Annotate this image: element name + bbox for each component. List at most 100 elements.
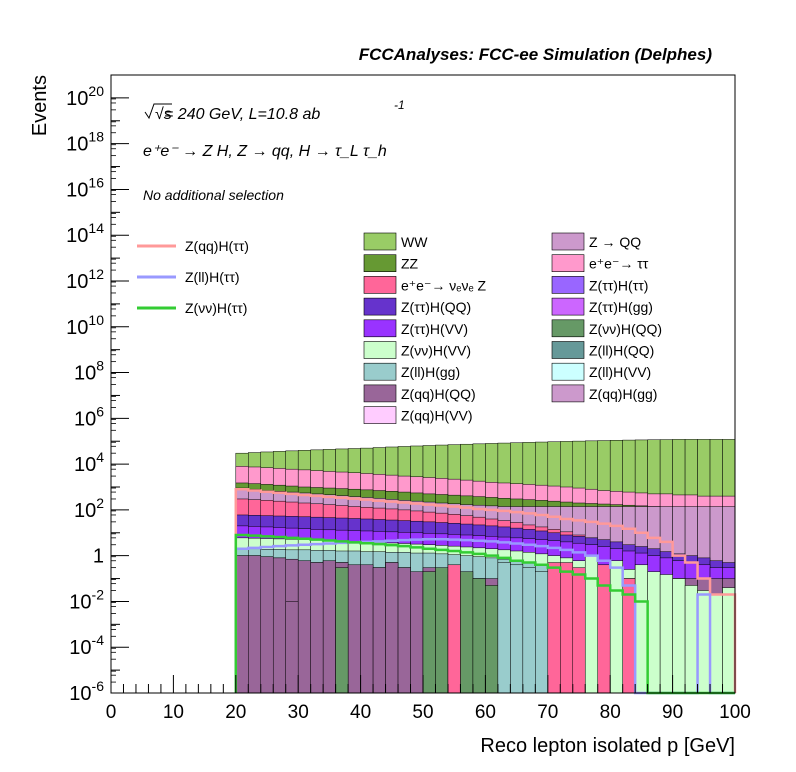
- legend-fill-label: Z(ll)H(gg): [401, 364, 460, 380]
- fill-bin-3-27: [572, 567, 586, 694]
- energy-exp: -1: [394, 98, 405, 112]
- legend-fill-swatch: [551, 341, 585, 359]
- fill-bin-1-18: [460, 571, 474, 694]
- legend-fill-swatch: [551, 362, 585, 381]
- fill-bin-0-13: [397, 567, 411, 694]
- legend-fill-label: e⁺e⁻→ νₑνₑ Z: [401, 277, 487, 293]
- x-ticks: 0 10 20 30 40 50 60 70 80 90 100: [106, 675, 751, 723]
- y-tick-label: 1020: [66, 83, 104, 110]
- y-tick-label: 1014: [66, 220, 104, 247]
- y-tick-label: 1: [93, 546, 104, 568]
- fill-bin-3-26: [560, 562, 574, 694]
- fill-bin-3-25: [547, 562, 561, 694]
- legend-line-label: Z(νν)H(ττ): [185, 300, 247, 316]
- fill-bin-0-3: [272, 557, 286, 694]
- y-tick-label: 108: [74, 358, 104, 385]
- y-tick-label: 106: [74, 403, 104, 430]
- legend-fill-swatch: [551, 254, 585, 272]
- legend-fill-label: Z(ll)H(VV): [589, 364, 651, 380]
- process-annotation: e⁺e⁻ → Z H, Z → qq, H → τ_L τ_h: [143, 143, 387, 160]
- legend-fill-swatch: [363, 254, 397, 272]
- legend-line-label: Z(ll)H(ττ): [185, 269, 240, 285]
- x-tick-label: 40: [350, 702, 371, 723]
- fill-bin-4-35: [672, 578, 686, 694]
- x-axis-label: Reco lepton isolated p [GeV]: [480, 735, 735, 757]
- fill-bin-2-22: [510, 564, 524, 694]
- y-tick-label: 104: [74, 449, 104, 476]
- x-tick-label: 100: [719, 702, 751, 723]
- energy-annotation: √s = 240 GeV, L=10.8 ab -1: [144, 98, 405, 123]
- signal-line-1: [234, 538, 735, 695]
- fill-bin-4-34: [659, 574, 673, 694]
- energy-text: = 240 GeV, L=10.8 ab: [164, 106, 320, 123]
- legend-fill-label: Z(ττ)H(VV): [401, 321, 468, 337]
- x-tick-label: 10: [163, 702, 184, 723]
- x-tick-label: 90: [662, 702, 683, 723]
- fill-bin-2-24: [535, 571, 549, 694]
- fill-bin-0-2: [260, 556, 274, 694]
- legend-fill-label: Z(qq)H(gg): [589, 386, 657, 402]
- fill-bin-0-5: [297, 560, 311, 694]
- legend-fill-label: Z(qq)H(QQ): [401, 386, 476, 402]
- y-tick-label: 1010: [66, 312, 104, 339]
- energy-sqrt: √s: [155, 106, 172, 123]
- legend-fill-label: WW: [401, 234, 428, 250]
- x-tick-label: 50: [412, 702, 433, 723]
- legend-fill-label: Z(ττ)H(ττ): [589, 277, 648, 293]
- legend-fill-label: Z(νν)H(QQ): [589, 321, 662, 337]
- signal-line-0: [234, 487, 737, 693]
- fill-bin-0-1: [248, 555, 262, 694]
- fill-bin-4-28: [584, 555, 598, 694]
- fill-bin-0-4: [285, 601, 299, 694]
- x-tick-label: 0: [106, 702, 117, 723]
- legend-fill-swatch: [363, 319, 397, 338]
- fill-bin-0-0: [235, 555, 249, 694]
- x-tick-label: 20: [225, 702, 246, 723]
- y-tick-label: 1016: [66, 174, 104, 201]
- legend-fill-label: Z(ll)H(QQ): [589, 343, 654, 359]
- legend-fill-label: e⁺e⁻→ ττ: [589, 256, 649, 272]
- legend-fill-swatch: [363, 341, 397, 359]
- fill-bin-4-39: [722, 587, 736, 694]
- fill-bin-2-21: [497, 562, 511, 694]
- fill-bin-0-9: [347, 564, 361, 694]
- legend: Z(qq)H(ττ) Z(ll)H(ττ) Z(νν)H(ττ) WW ZZ e⁺e⁻→ …: [137, 232, 662, 424]
- fill-bin-0-7: [322, 560, 336, 694]
- y-tick-label: 10-4: [69, 632, 104, 659]
- y-tick-label: 10-6: [69, 678, 104, 705]
- x-tick-label: 70: [537, 702, 558, 723]
- legend-fill-swatch: [551, 297, 585, 316]
- legend-fill-label: Z(qq)H(VV): [401, 408, 473, 424]
- x-tick-label: 80: [600, 702, 621, 723]
- y-tick-label: 102: [74, 495, 104, 522]
- legend-fill-swatch: [363, 276, 397, 294]
- selection-annotation: No additional selection: [143, 187, 284, 203]
- signal-line-2: [234, 533, 735, 695]
- y-tick-label: 10-2: [69, 586, 104, 613]
- legend-fill-swatch: [363, 297, 397, 316]
- fill-bin-0-12: [385, 562, 399, 694]
- legend-fill-label: Z(ττ)H(gg): [589, 299, 653, 315]
- fill-bin-4-30: [609, 560, 623, 694]
- fill-bin-1-16: [435, 567, 449, 694]
- fill-bin-4-32: [634, 564, 648, 694]
- legend-fill-label: Z → QQ: [589, 234, 641, 250]
- fill-bin-1-20: [485, 585, 499, 694]
- legend-fill-swatch: [551, 232, 585, 251]
- legend-fill-swatch: [551, 384, 585, 403]
- fill-bin-0-6: [310, 562, 324, 694]
- fill-bin-4-37: [697, 590, 711, 694]
- legend-fill-swatch: [551, 319, 585, 338]
- legend-fill-swatch: [551, 276, 585, 294]
- y-axis-label: Events: [29, 75, 51, 136]
- fill-bin-4-33: [647, 571, 661, 694]
- signal-lines: [234, 487, 737, 695]
- legend-fill-swatch: [363, 384, 397, 403]
- legend-fill-label: ZZ: [401, 256, 419, 272]
- legend-fill-swatch: [363, 232, 397, 251]
- legend-fill-swatch: [363, 406, 397, 424]
- fill-bin-3-29: [597, 564, 611, 694]
- legend-line-label: Z(qq)H(ττ): [185, 238, 249, 254]
- fill-bin-3-17: [447, 564, 461, 694]
